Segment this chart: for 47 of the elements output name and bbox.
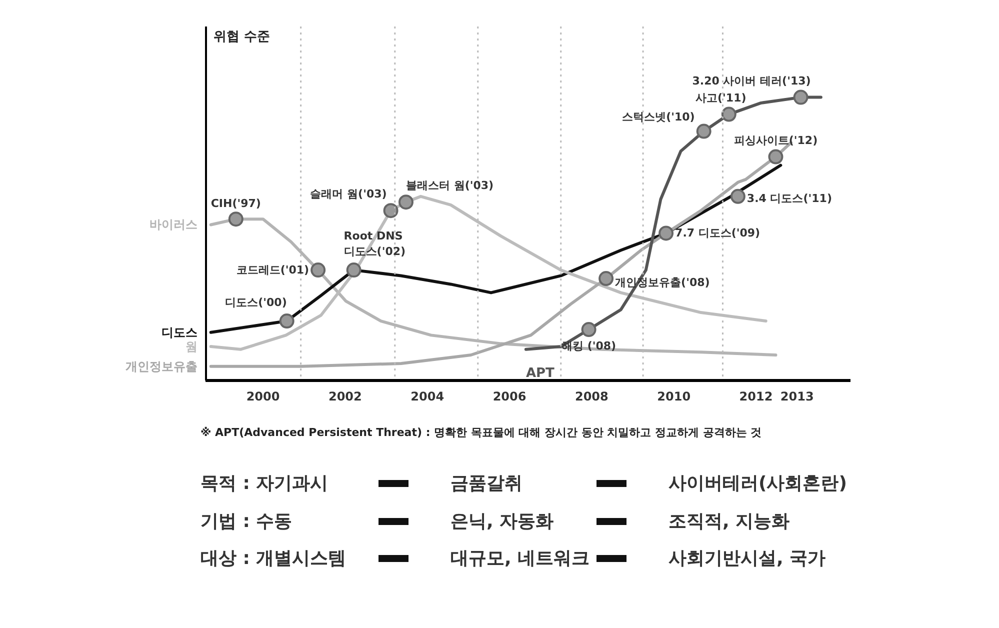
annotation: 디도스('00)	[225, 296, 287, 310]
y-axis-title: 위협 수준	[214, 30, 270, 44]
x-tick-label: 2002	[328, 390, 362, 404]
text: 사회기반시설, 국가	[668, 548, 826, 569]
annotation: 슬래머 웜('03)	[310, 188, 387, 201]
series-label: 웜	[186, 340, 198, 354]
x-tick-label: 2013	[780, 390, 814, 404]
annotation: 3.4 디도스('11)	[746, 192, 832, 205]
text: 기법 : 수동	[200, 511, 292, 532]
x-tick-label: 2012	[739, 390, 773, 404]
point	[228, 212, 244, 227]
series-label: 디도스	[162, 325, 198, 340]
point	[696, 124, 712, 139]
annotation: 3.20 사이버 테러('13)	[692, 74, 811, 88]
point	[793, 90, 808, 105]
point	[768, 149, 784, 164]
x-tick-label: 2006	[492, 390, 526, 404]
text: 금품갈취	[450, 473, 522, 494]
annotation: 사고('11)	[696, 91, 746, 104]
text: 은닉, 자동화	[450, 511, 554, 532]
text: 대규모, 네트워크	[450, 548, 590, 569]
x-tick-label: 2004	[410, 390, 444, 404]
annotation: CIH('97)	[210, 197, 261, 210]
series-label: APT	[526, 366, 555, 381]
point	[581, 322, 596, 338]
series-label: 바이러스	[150, 218, 198, 232]
annotation: 코드레드('01)	[236, 264, 310, 277]
x-tick-label: 2000	[246, 390, 280, 404]
text: 목적 : 자기과시	[200, 473, 328, 494]
annotation: 스턱스넷('10)	[622, 110, 695, 124]
text: 사이버테러(사회혼란)	[668, 473, 847, 494]
point	[721, 106, 736, 122]
series-label: 개인정보유출	[126, 359, 198, 374]
point	[310, 262, 326, 278]
annotation: 피싱사이트('12)	[734, 134, 818, 147]
point	[598, 271, 614, 286]
text: 조직적, 지능화	[668, 511, 790, 532]
text: ※ APT(Advanced Persistent Threat) : 명확한 목표물에 대해 장시간 동안 치밀하고 정교하게 공격하는 것	[200, 426, 762, 439]
point	[398, 194, 414, 210]
annotation: 7.7 디도스('09)	[675, 226, 760, 240]
text: 대상 : 개별시스템	[200, 548, 346, 569]
x-tick-label: 2008	[574, 390, 608, 404]
point	[658, 226, 674, 241]
x-tick-label: 2010	[657, 390, 691, 404]
annotation: 블래스터 웜('03)	[406, 179, 494, 192]
annotation: Root DNS 디도스('02)	[344, 229, 406, 258]
point	[383, 203, 398, 218]
